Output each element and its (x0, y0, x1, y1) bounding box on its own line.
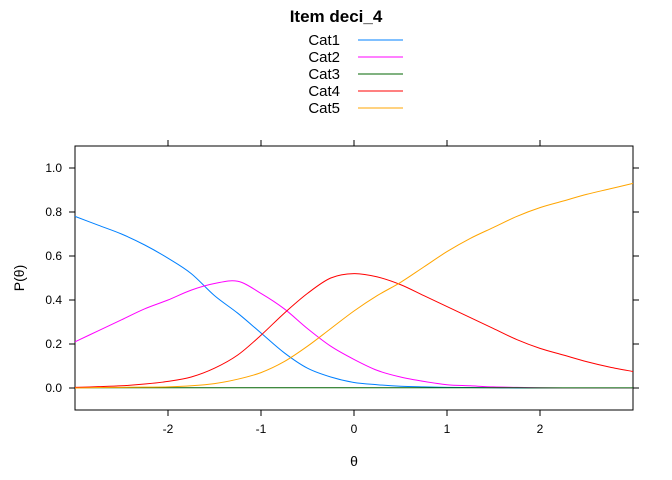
y-tick-label: 0.4 (45, 293, 62, 307)
y-tick-label: 0.6 (45, 249, 62, 263)
x-tick-label: 2 (537, 422, 544, 436)
legend-label: Cat1 (308, 32, 340, 49)
legend-label: Cat4 (308, 83, 340, 100)
legend-label: Cat3 (308, 66, 340, 83)
x-tick-label: -1 (256, 422, 267, 436)
y-axis-label: P(θ) (11, 265, 27, 291)
chart-title: Item deci_4 (290, 7, 383, 26)
y-tick-label: 0.0 (45, 381, 62, 395)
y-tick-label: 0.2 (45, 337, 62, 351)
plot-frame (74, 145, 634, 411)
series-line-cat5 (74, 182, 634, 389)
legend-label: Cat2 (308, 49, 340, 66)
series-lines (74, 182, 634, 389)
x-axis-label: θ (350, 453, 358, 469)
x-tick-label: 0 (351, 422, 358, 436)
y-tick-label: 1.0 (45, 161, 62, 175)
y-tick-label: 0.8 (45, 205, 62, 219)
axes: -2 -1 0 1 2 0.0 0.2 0.4 0.6 0.8 1.0 (45, 140, 639, 436)
x-tick-label: 1 (444, 422, 451, 436)
series-line-cat2 (74, 280, 633, 389)
series-line-cat1 (74, 215, 633, 389)
legend-label: Cat5 (308, 100, 340, 117)
series-line-cat4 (74, 273, 634, 388)
x-tick-label: -2 (163, 422, 174, 436)
